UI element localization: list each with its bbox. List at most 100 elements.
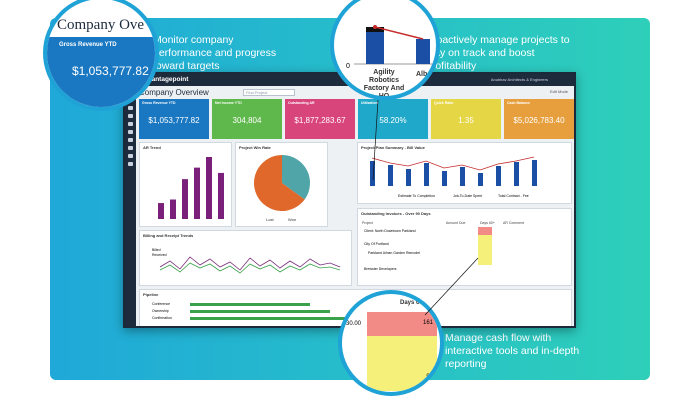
- mag-axis-zero: 0: [346, 63, 350, 70]
- plan-bar: [442, 171, 447, 186]
- kpi-value: $5,026,783.40: [513, 116, 565, 125]
- page-title: Company Overview: [139, 88, 209, 97]
- mag-yellow-value: 95: [426, 374, 433, 380]
- ar-bar[interactable]: [158, 203, 164, 219]
- legend-received: Received: [152, 253, 167, 257]
- dashboard-icon[interactable]: [128, 106, 133, 110]
- table-row[interactable]: City Of Portland: [364, 242, 389, 246]
- pipeline-row-label: Ownership: [152, 309, 169, 313]
- mag-kpi-label: Gross Revenue YTD: [59, 42, 117, 48]
- ar-trend-panel: AR Trend: [139, 142, 232, 227]
- plan-bar: [496, 166, 501, 186]
- kpi-label: Outstanding AR: [288, 101, 315, 105]
- mag-left-value: 30.00: [346, 321, 362, 327]
- ar-trend-chart: [158, 157, 224, 219]
- magnifier-project-plan: 0 Alba Agility Robotics Factory And HQ: [330, 0, 440, 100]
- magnifier-days60: Days 60+ 161 95 30.00: [338, 290, 444, 396]
- plan-bar: [388, 165, 393, 186]
- billed-line: [159, 256, 341, 271]
- panel-title: Billing and Receipt Trends: [143, 233, 194, 238]
- callout-monitor: Monitor company performance and progress…: [153, 34, 277, 72]
- kpi-tile[interactable]: Net Income YTD 304,804: [212, 99, 282, 139]
- mag-yellow-cell: 95: [367, 336, 437, 391]
- col-days-60[interactable]: Days 60+: [480, 221, 495, 225]
- ar-bar[interactable]: [170, 199, 176, 219]
- kpi-label: Cash Balance: [507, 101, 530, 105]
- pipeline-row-label: Confirmation: [152, 316, 172, 320]
- pie-legend: Won: [288, 217, 296, 222]
- billing-icon[interactable]: [128, 130, 133, 134]
- kpi-label: Gross Revenue YTD: [142, 101, 176, 105]
- callout-cashflow: Manage cash flow with interactive tools …: [445, 332, 580, 370]
- mag-days60-header: Days 60+: [400, 300, 427, 306]
- pie-slice[interactable]: [254, 155, 305, 211]
- ar-bar[interactable]: [218, 172, 224, 219]
- settings-icon[interactable]: [128, 162, 133, 166]
- mag-contract-line: [374, 26, 424, 40]
- mag-contract-point: [373, 25, 377, 29]
- ar-bar[interactable]: [182, 179, 188, 219]
- table-row[interactable]: Brewster Developers: [364, 267, 397, 271]
- mag-project-label: Agility Robotics Factory And HQ: [363, 69, 405, 100]
- plan-bar: [406, 169, 411, 186]
- pipeline-bar: [190, 317, 350, 320]
- mag-plan-bar-top: [366, 27, 384, 32]
- kpi-label: Net Income YTD: [215, 101, 242, 105]
- mag-plan-bar: [366, 32, 384, 64]
- mag-red-value: 161: [422, 320, 433, 326]
- mag-next-project: Alba: [416, 71, 431, 78]
- edit-mode-toggle[interactable]: Edit Mode: [549, 89, 568, 94]
- days60-cell-yellow: [478, 235, 492, 265]
- brand-logo[interactable]: eltek Vantagepoint: [131, 76, 189, 83]
- panel-title: Project Plan Summary - Bill Value: [361, 145, 425, 150]
- mag-plan-bar: [416, 39, 430, 64]
- resources-icon[interactable]: [128, 154, 133, 158]
- mag-plan-chart: 0 Alba: [346, 25, 436, 78]
- kpi-value: 304,804: [232, 116, 262, 125]
- outstanding-invoices-panel: Outstanding Invoices - Over 90 Days Proj…: [357, 208, 572, 286]
- received-line: [159, 262, 341, 274]
- sidebar: [125, 86, 136, 326]
- search-input[interactable]: Find Project: [243, 89, 295, 96]
- legend-etc: Estimate To Completion: [398, 194, 435, 198]
- kpi-tile[interactable]: Quick Ratio 1.35: [431, 99, 501, 139]
- win-rate-chart: Lost Won: [254, 155, 310, 222]
- app-screenshot: eltek Vantagepoint Anubhav Architects & …: [123, 72, 576, 328]
- plan-bar: [460, 167, 465, 186]
- panel-title: AR Trend: [143, 145, 161, 150]
- panel-title: Pipeline: [143, 292, 159, 297]
- col-amount-due[interactable]: Amount Due: [446, 221, 466, 225]
- callout-projects: Proactively manage projects to stay on t…: [426, 34, 570, 72]
- ar-bar[interactable]: [206, 157, 212, 219]
- kpi-value: 1.35: [458, 116, 474, 125]
- mag-kpi-value: $1,053,777.82: [72, 64, 149, 78]
- clients-icon[interactable]: [128, 122, 133, 126]
- user-menu[interactable]: Anubhav Architects & Engineers: [490, 77, 548, 82]
- legend-contract: Total Contract - Fee: [498, 194, 529, 198]
- kpi-tile[interactable]: Cash Balance $5,026,783.40: [504, 99, 574, 139]
- table-row[interactable]: Parkland Urban Garden Remodel: [368, 251, 420, 255]
- col-ar-comment[interactable]: AR Comment: [503, 221, 525, 225]
- days60-cell-red: [478, 227, 492, 235]
- contract-line: [371, 156, 535, 171]
- projects-icon[interactable]: [128, 114, 133, 118]
- billing-trends-chart: Billed Received: [152, 248, 341, 274]
- mag-kpi-tile: Gross Revenue YTD $1,053,777.82: [47, 37, 155, 107]
- win-rate-panel: Project Win Rate Lost Won: [235, 142, 328, 227]
- pie-slice[interactable]: [282, 155, 310, 200]
- pie-legend: Lost: [266, 217, 274, 222]
- kpi-tile[interactable]: Outstanding AR $1,877,283.67: [285, 99, 355, 139]
- table-row[interactable]: Client: North Downtown Parkland: [364, 229, 416, 233]
- kpi-label: Utilization: [361, 101, 378, 105]
- panel-title: Outstanding Invoices - Over 90 Days: [361, 211, 431, 216]
- time-icon[interactable]: [128, 146, 133, 150]
- reports-icon[interactable]: [128, 138, 133, 142]
- kpi-value: $1,877,283.67: [294, 116, 346, 125]
- col-project[interactable]: Project: [362, 221, 373, 225]
- ar-bar[interactable]: [194, 167, 200, 219]
- legend-jtd: Job-To-Date Spent: [453, 194, 482, 198]
- legend-billed: Billed: [152, 248, 161, 252]
- plan-bar: [370, 161, 375, 186]
- kpi-value: $1,053,777.82: [148, 116, 200, 125]
- kpi-tile[interactable]: Utilization 58.20%: [358, 99, 428, 139]
